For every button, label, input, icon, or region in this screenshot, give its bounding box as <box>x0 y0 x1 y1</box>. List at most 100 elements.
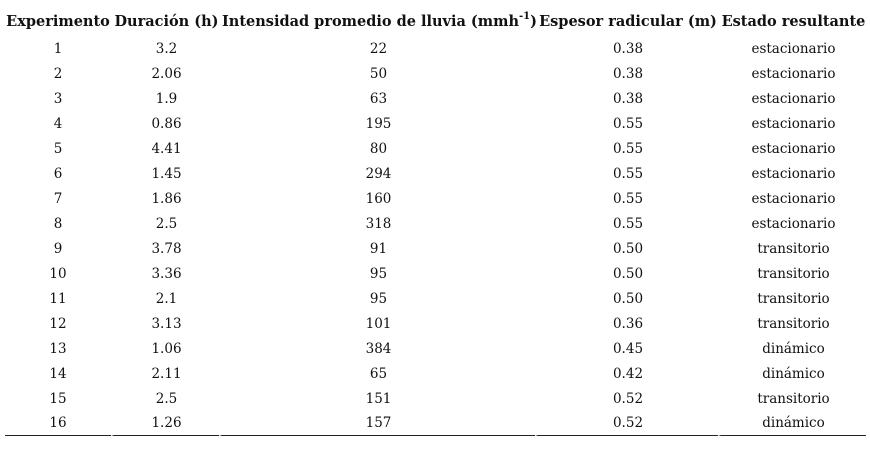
header-espesor: Espesor radicular (m) <box>535 6 718 36</box>
cell-estado: estacionario <box>718 136 866 161</box>
cell-espesor: 0.38 <box>535 86 718 111</box>
cell-estado: estacionario <box>718 36 866 61</box>
cell-intensidad: 160 <box>219 186 535 211</box>
cell-experimento: 10 <box>49 265 67 282</box>
cell-experimento: 2 <box>53 65 63 82</box>
cell-duracion: 1.45 <box>111 161 219 186</box>
cell-espesor: 0.38 <box>535 61 718 86</box>
table-row: 5 4.41 80 0.55 estacionario <box>5 136 866 161</box>
cell-duracion: 3.2 <box>111 36 219 61</box>
table-header: Experimento Duración (h) Intensidad prom… <box>5 6 866 36</box>
cell-duracion: 1.26 <box>111 411 219 436</box>
table-row: 12 3.13 101 0.36 transitorio <box>5 311 866 336</box>
cell-intensidad: 63 <box>219 86 535 111</box>
table-row: 6 1.45 294 0.55 estacionario <box>5 161 866 186</box>
cell-estado: transitorio <box>718 311 866 336</box>
cell-estado: transitorio <box>718 261 866 286</box>
header-experimento: Experimento <box>6 12 110 30</box>
cell-experimento: 1 <box>53 40 63 57</box>
cell-experimento: 11 <box>49 290 67 307</box>
header-estado: Estado resultante <box>718 6 866 36</box>
cell-espesor: 0.55 <box>535 211 718 236</box>
cell-intensidad: 294 <box>219 161 535 186</box>
cell-experimento: 14 <box>49 365 67 382</box>
cell-espesor: 0.55 <box>535 111 718 136</box>
cell-intensidad: 384 <box>219 336 535 361</box>
cell-espesor: 0.55 <box>535 161 718 186</box>
cell-espesor: 0.38 <box>535 36 718 61</box>
cell-estado: transitorio <box>718 386 866 411</box>
table-row: 10 3.36 95 0.50 transitorio <box>5 261 866 286</box>
cell-intensidad: 157 <box>219 411 535 436</box>
header-duracion: Duración (h) <box>111 6 219 36</box>
cell-duracion: 1.86 <box>111 186 219 211</box>
cell-duracion: 3.13 <box>111 311 219 336</box>
cell-intensidad: 95 <box>219 261 535 286</box>
cell-espesor: 0.50 <box>535 286 718 311</box>
table-row: 3 1.9 63 0.38 estacionario <box>5 86 866 111</box>
cell-espesor: 0.50 <box>535 236 718 261</box>
cell-duracion: 2.11 <box>111 361 219 386</box>
cell-duracion: 0.86 <box>111 111 219 136</box>
cell-intensidad: 318 <box>219 211 535 236</box>
cell-intensidad: 50 <box>219 61 535 86</box>
cell-estado: dinámico <box>718 336 866 361</box>
cell-espesor: 0.52 <box>535 386 718 411</box>
header-intensidad-exponent: -1 <box>519 10 531 22</box>
cell-experimento: 9 <box>53 240 63 257</box>
cell-experimento: 7 <box>53 190 63 207</box>
cell-experimento: 16 <box>5 411 111 436</box>
experiments-table: Experimento Duración (h) Intensidad prom… <box>5 6 866 436</box>
cell-estado: transitorio <box>718 286 866 311</box>
table-row: 7 1.86 160 0.55 estacionario <box>5 186 866 211</box>
cell-intensidad: 101 <box>219 311 535 336</box>
table-row: 11 2.1 95 0.50 transitorio <box>5 286 866 311</box>
cell-estado: estacionario <box>718 186 866 211</box>
cell-estado: estacionario <box>718 61 866 86</box>
data-table-container: Experimento Duración (h) Intensidad prom… <box>5 6 866 436</box>
cell-estado: transitorio <box>718 236 866 261</box>
table-row: 16 1.26 157 0.52 dinámico <box>5 411 866 436</box>
header-intensidad: Intensidad promedio de lluvia (mmh-1) <box>219 6 537 36</box>
cell-experimento: 15 <box>49 390 67 407</box>
cell-espesor: 0.55 <box>535 136 718 161</box>
cell-intensidad: 22 <box>219 36 535 61</box>
cell-estado: estacionario <box>718 211 866 236</box>
cell-espesor: 0.55 <box>535 186 718 211</box>
cell-duracion: 4.41 <box>111 136 219 161</box>
cell-espesor: 0.50 <box>535 261 718 286</box>
cell-experimento: 8 <box>53 215 63 232</box>
cell-experimento: 3 <box>53 90 63 107</box>
cell-experimento: 13 <box>49 340 67 357</box>
cell-intensidad: 151 <box>219 386 535 411</box>
cell-duracion: 2.5 <box>111 211 219 236</box>
cell-intensidad: 65 <box>219 361 535 386</box>
cell-espesor: 0.52 <box>535 411 718 436</box>
table-row: 8 2.5 318 0.55 estacionario <box>5 211 866 236</box>
cell-espesor: 0.36 <box>535 311 718 336</box>
cell-intensidad: 95 <box>219 286 535 311</box>
table-row: 13 1.06 384 0.45 dinámico <box>5 336 866 361</box>
cell-estado: dinámico <box>718 361 866 386</box>
table-body: 1 3.2 22 0.38 estacionario 2 2.06 50 0.38 estacio… <box>5 36 866 436</box>
table-row: 14 2.11 65 0.42 dinámico <box>5 361 866 386</box>
cell-estado: estacionario <box>718 161 866 186</box>
cell-experimento: 12 <box>49 315 67 332</box>
cell-estado: estacionario <box>718 86 866 111</box>
cell-duracion: 1.9 <box>111 86 219 111</box>
cell-duracion: 2.5 <box>111 386 219 411</box>
table-row: 1 3.2 22 0.38 estacionario <box>5 36 866 61</box>
cell-experimento: 5 <box>53 140 63 157</box>
cell-intensidad: 195 <box>219 111 535 136</box>
cell-intensidad: 91 <box>219 236 535 261</box>
cell-duracion: 2.1 <box>111 286 219 311</box>
cell-espesor: 0.45 <box>535 336 718 361</box>
cell-duracion: 3.78 <box>111 236 219 261</box>
table-row: 4 0.86 195 0.55 estacionario <box>5 111 866 136</box>
cell-duracion: 1.06 <box>111 336 219 361</box>
cell-experimento: 6 <box>53 165 63 182</box>
cell-espesor: 0.42 <box>535 361 718 386</box>
table-row: 15 2.5 151 0.52 transitorio <box>5 386 866 411</box>
cell-estado: estacionario <box>718 111 866 136</box>
cell-experimento: 4 <box>53 115 63 132</box>
